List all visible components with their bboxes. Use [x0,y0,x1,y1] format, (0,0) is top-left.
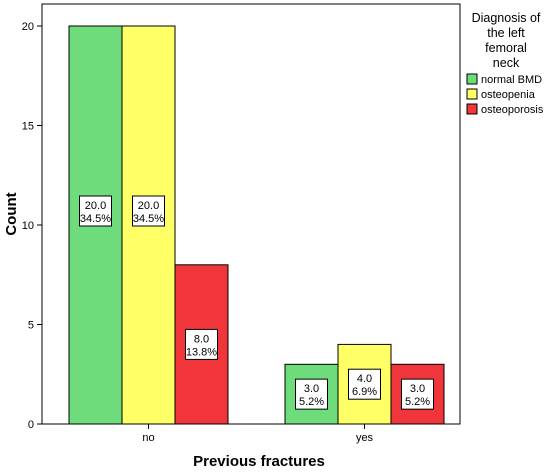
data-label-box [79,195,112,227]
data-label-percent: 5.2% [299,396,324,408]
data-label-box [401,378,434,410]
data-label-count: 4.0 [357,373,372,385]
legend-swatch-normal-bmd [466,73,478,85]
data-label-percent: 34.5% [80,213,111,225]
legend-label-normal-bmd: normal BMD [481,74,542,86]
data-label-count: 20.0 [138,200,159,212]
y-tick-label: 10 [22,220,34,232]
data-label-percent: 13.8% [186,346,217,358]
y-axis-title: Count [3,192,20,235]
legend-title-line: neck [493,56,520,70]
x-tick-label-yes: yes [356,432,374,444]
legend-title-line: Diagnosis of [472,11,541,25]
data-label-count: 3.0 [410,383,425,395]
bars-group: 20.034.5%20.034.5%8.013.8%3.05.2%4.06.9%… [68,25,445,425]
legend-label-osteoporosis: osteoporosis [481,104,544,116]
legend-label-osteopenia: osteopenia [481,89,536,101]
data-label-box [348,368,381,400]
x-axis-title: Previous fractures [193,453,325,470]
legend-swatch-osteoporosis [466,103,478,115]
x-axis: no yes [142,424,374,444]
legend-title-line: femoral [485,41,527,55]
data-label-percent: 5.2% [405,396,430,408]
data-label-box [185,328,218,360]
data-label-percent: 34.5% [133,213,164,225]
y-axis: 0 5 10 15 20 [22,21,42,431]
legend-title-line: the left [487,26,525,40]
bar-osteoporosis-yes [390,363,445,425]
legend-swatch-osteopenia [466,88,478,100]
y-tick-label: 15 [22,121,34,133]
data-label-count: 3.0 [304,383,319,395]
y-tick-label: 0 [28,419,34,431]
y-tick-label: 5 [28,320,34,332]
data-label-count: 20.0 [85,200,106,212]
data-label-count: 8.0 [194,333,209,345]
data-label-percent: 6.9% [352,386,377,398]
data-label-box [295,378,328,410]
data-label-box [132,195,165,227]
y-tick-label: 20 [22,21,34,33]
x-tick-label-no: no [142,432,154,444]
